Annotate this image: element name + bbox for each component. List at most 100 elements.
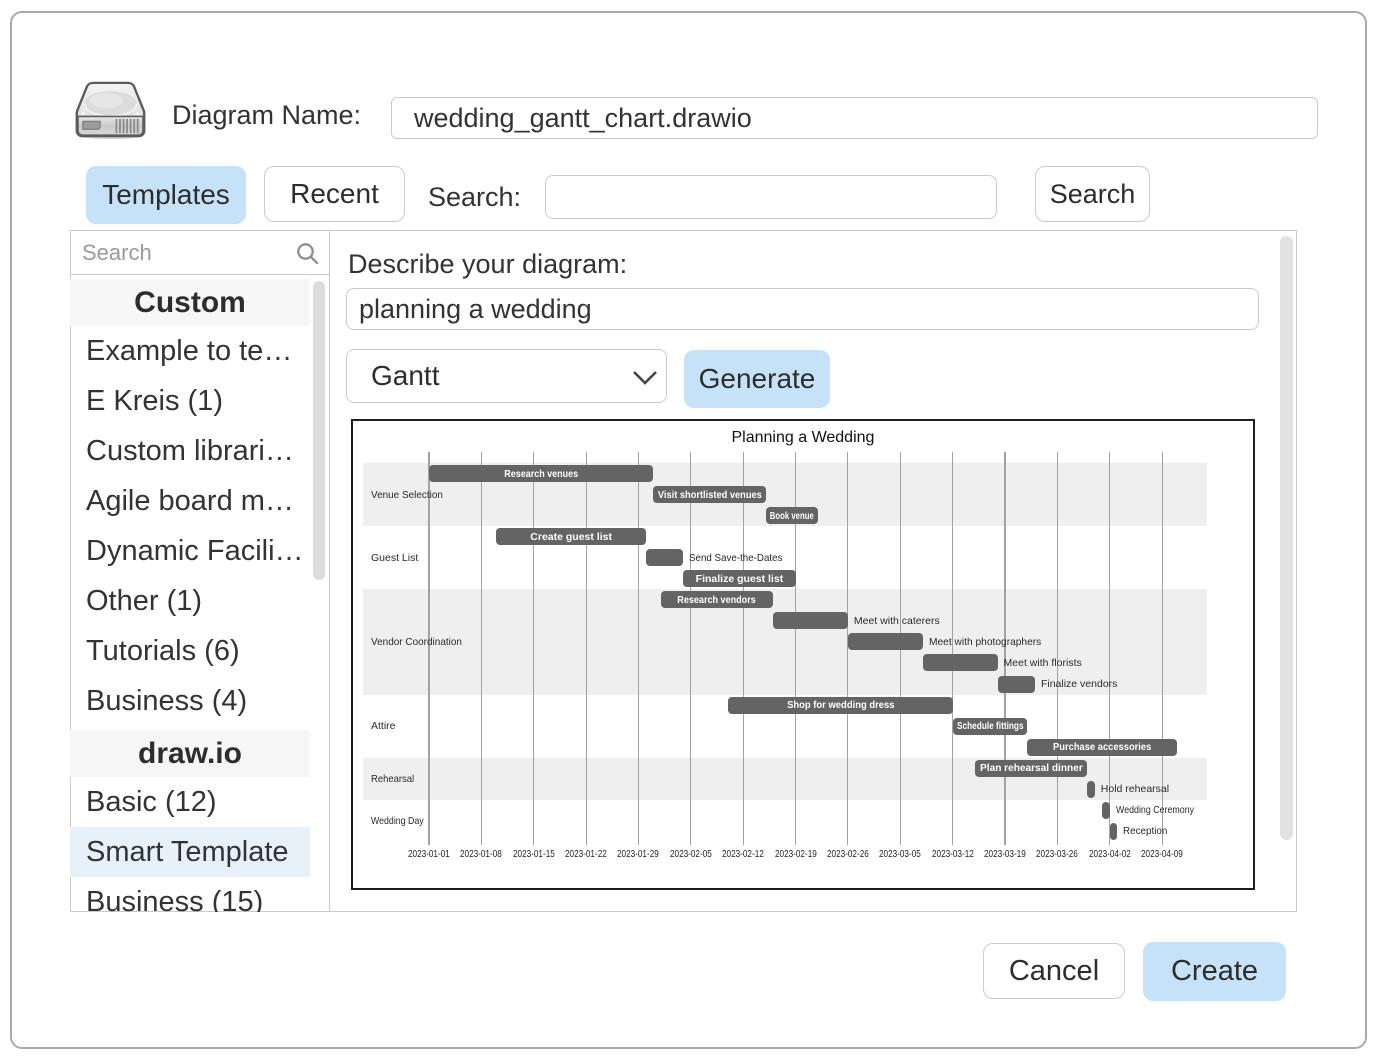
gantt-gridline [1161, 452, 1163, 845]
gantt-task-bar: Visit shortlisted venues [653, 486, 766, 504]
chevron-down-icon [633, 371, 657, 385]
gantt-task-label: Meet with photographers [928, 635, 1042, 648]
gantt-task-bar: Purchase accessories [1027, 738, 1178, 756]
gantt-category-label: Vendor Coordination [371, 635, 462, 648]
gantt-gridline [533, 452, 535, 845]
gantt-gridline [690, 452, 692, 845]
gantt-task-bar: Book venue [765, 507, 818, 525]
diagram-name-input[interactable] [391, 97, 1318, 139]
gantt-axis-tick-label: 2023-04-02 [1088, 848, 1131, 860]
gantt-axis-tick-label: 2023-02-26 [826, 848, 869, 860]
gantt-gridline [1056, 452, 1058, 845]
gantt-axis-tick-label: 2023-02-19 [774, 848, 817, 860]
sidebar-item-basic-12[interactable]: Basic (12) [86, 785, 217, 818]
gantt-task-label: Visit shortlisted venues [657, 488, 762, 501]
gantt-task-label: Meet with florists [1003, 656, 1082, 669]
gantt-axis-tick-label: 2023-03-26 [1036, 848, 1079, 860]
describe-diagram-label: Describe your diagram: [348, 249, 628, 279]
gantt-axis-tick-label: 2023-01-01 [408, 848, 450, 860]
gantt-axis-tick-label: 2023-01-22 [565, 848, 607, 860]
gantt-task-bar [847, 633, 923, 651]
gantt-axis-tick-label: 2023-03-12 [931, 848, 974, 860]
gantt-task-bar [773, 612, 848, 630]
gantt-axis-tick-label: 2023-03-19 [984, 848, 1026, 860]
gantt-task-label: Book venue [769, 509, 814, 522]
sidebar-item-custom-librari[interactable]: Custom librari… [86, 434, 294, 467]
gantt-task-label: Schedule fittings [956, 720, 1024, 733]
sidebar-scrollbar-thumb[interactable] [313, 281, 325, 580]
gantt-task-label: Purchase accessories [1053, 741, 1152, 754]
search-label: Search: [428, 182, 522, 212]
sidebar-item-business-15[interactable]: Business (15) [86, 885, 264, 913]
gantt-task-bar: Research vendors [660, 591, 774, 609]
gantt-task-label: Send Save-the-Dates [689, 551, 783, 564]
template-search-input[interactable] [545, 175, 997, 219]
gantt-category-label: Rehearsal [371, 772, 415, 785]
gantt-axis-tick-label: 2023-01-29 [617, 848, 660, 860]
cancel-button[interactable]: Cancel [983, 943, 1125, 999]
sidebar-item-tutorials-6[interactable]: Tutorials (6) [86, 634, 240, 667]
gantt-task-bar [997, 675, 1035, 693]
diagram-type-select[interactable]: Gantt [346, 349, 667, 403]
gantt-category-label: Guest List [371, 551, 419, 564]
gantt-task-bar [1109, 822, 1118, 840]
gantt-chart-preview: Planning a Wedding Venue Selection Researc… [351, 419, 1255, 890]
gantt-gridline [1109, 452, 1111, 845]
gantt-task-bar [922, 654, 998, 672]
diagram-type-value: Gantt [371, 360, 440, 391]
gantt-gridline [742, 452, 744, 845]
gantt-row-band [363, 799, 1207, 842]
create-button[interactable]: Create [1143, 942, 1286, 1001]
gantt-task-bar: Shop for wedding dress [728, 696, 953, 714]
gantt-axis-tick-label: 2023-03-05 [879, 848, 922, 860]
sidebar-item-e-kreis-1[interactable]: E Kreis (1) [86, 384, 223, 417]
search-icon [297, 243, 319, 265]
sidebar-item-example-to-te[interactable]: Example to te… [86, 334, 293, 367]
gantt-axis-tick-label: 2023-04-09 [1141, 848, 1183, 860]
sidebar-group-header: Custom [70, 279, 310, 326]
gantt-gridline [795, 452, 797, 845]
sidebar-item-agile-board-m[interactable]: Agile board m… [86, 484, 294, 517]
gantt-task-label: Finalize vendors [1040, 678, 1118, 690]
gantt-axis-tick-label: 2023-01-08 [460, 848, 503, 860]
gantt-gridline [585, 452, 587, 845]
gantt-task-bar: Research venues [429, 465, 654, 483]
gantt-task-bar: Finalize guest list [683, 570, 796, 588]
gantt-axis-tick-label: 2023-02-12 [722, 848, 764, 860]
gantt-task-label: Create guest list [530, 530, 612, 543]
sidebar-item-business-4[interactable]: Business (4) [86, 684, 248, 717]
gantt-task-label: Shop for wedding dress [786, 699, 895, 712]
templates-tab[interactable]: Templates [86, 166, 246, 224]
gantt-chart-title: Planning a Wedding [731, 429, 875, 446]
gantt-category-label: Wedding Day [371, 814, 424, 827]
describe-diagram-input[interactable] [346, 288, 1259, 330]
gantt-axis-tick-label: 2023-01-15 [512, 848, 555, 860]
gantt-gridline [952, 452, 954, 845]
gantt-task-bar: Plan rehearsal dinner [975, 759, 1088, 777]
gantt-task-bar [645, 549, 684, 567]
gantt-category-label: Attire [371, 720, 396, 733]
gantt-task-bar [1102, 801, 1110, 819]
sidebar-item-other-1[interactable]: Other (1) [86, 584, 203, 617]
gantt-gridline [1004, 452, 1006, 845]
gantt-task-label: Hold rehearsal [1100, 783, 1170, 796]
gantt-axis-tick-label: 2023-02-05 [669, 848, 712, 860]
sidebar-item-dynamic-facili[interactable]: Dynamic Facili… [86, 534, 304, 567]
generate-button[interactable]: Generate [684, 350, 830, 408]
gantt-task-label: Reception [1123, 825, 1168, 838]
gantt-category-label: Venue Selection [371, 488, 443, 501]
sidebar-item-smart-template[interactable]: Smart Template [70, 827, 310, 877]
gantt-task-bar [1087, 780, 1095, 798]
gantt-task-label: Wedding Ceremony [1115, 804, 1194, 817]
template-sidebar: Custom Example to te… E Kreis (1) Custom li… [70, 230, 330, 912]
search-button[interactable]: Search [1035, 166, 1150, 222]
template-category-list: Custom Example to te… E Kreis (1) Custom li… [70, 275, 329, 913]
gantt-gridline [480, 452, 482, 845]
recent-tab[interactable]: Recent [264, 166, 405, 222]
hard-disk-icon [75, 81, 146, 140]
gantt-task-label: Research vendors [677, 593, 757, 606]
gantt-row-band [363, 589, 1207, 695]
sidebar-search-input[interactable] [80, 235, 299, 271]
gantt-task-label: Meet with caterers [853, 614, 940, 627]
content-scrollbar-thumb[interactable] [1280, 236, 1293, 840]
